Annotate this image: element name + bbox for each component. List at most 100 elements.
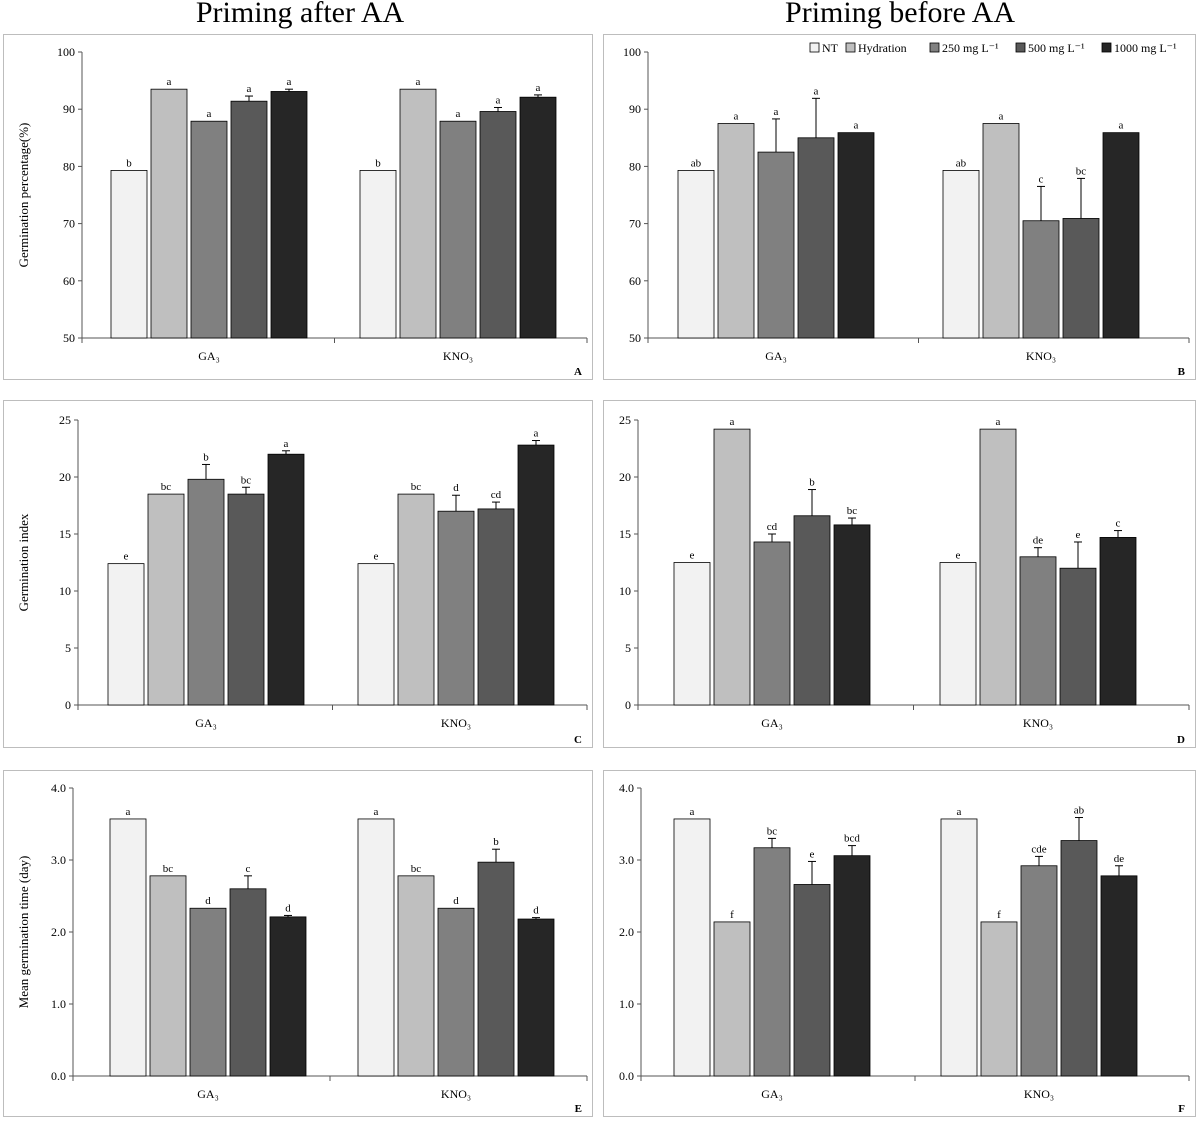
significance-letter: a	[287, 76, 292, 88]
significance-letter: cd	[767, 521, 778, 533]
y-tick-label: 1.0	[51, 997, 66, 1011]
bar	[1019, 556, 1057, 706]
significance-letter: f	[997, 909, 1001, 921]
bar	[793, 515, 831, 706]
significance-letter: bc	[241, 474, 252, 486]
significance-letter: de	[1114, 853, 1125, 865]
y-tick-label: 0	[625, 698, 631, 712]
significance-letter: cd	[491, 489, 502, 501]
significance-letter: b	[493, 836, 499, 848]
significance-letter: e	[956, 550, 961, 562]
significance-letter: bc	[411, 863, 422, 875]
significance-letter: a	[247, 83, 252, 95]
significance-letter: d	[205, 895, 211, 907]
bar	[833, 855, 871, 1077]
bar	[753, 847, 791, 1077]
y-tick-label: 1.0	[619, 997, 634, 1011]
bar	[149, 875, 187, 1077]
significance-letter: c	[1116, 518, 1121, 530]
y-tick-label: 50	[63, 331, 75, 345]
bar	[1060, 840, 1098, 1077]
bar	[1022, 220, 1060, 339]
significance-letter: bcd	[844, 833, 860, 845]
bar	[673, 818, 711, 1077]
bar	[359, 170, 397, 339]
significance-letter: a	[374, 806, 379, 818]
significance-letter: a	[730, 416, 735, 428]
significance-letter: a	[854, 120, 859, 132]
y-tick-label: 80	[629, 159, 641, 173]
panel-letter: C	[574, 734, 582, 746]
panel-letter: B	[1178, 366, 1186, 378]
x-category-label: KNO₃	[1023, 716, 1053, 730]
chart-e: 0.0 1.0 2.0 3.0 4.0 GA₃ KNO₃ Mean germination t…	[16, 781, 588, 1115]
y-tick-label: 20	[619, 470, 631, 484]
legend: NT Hydration 250 mg L⁻¹ 500 mg L⁻¹ 1000 mg L…	[809, 41, 1177, 55]
y-tick-label: 15	[59, 527, 71, 541]
bar	[837, 132, 875, 339]
bar	[437, 510, 475, 706]
bar	[189, 907, 227, 1077]
significance-letter: a	[496, 94, 501, 106]
x-category-label: GA₃	[197, 1087, 219, 1101]
significance-letter: cde	[1031, 843, 1046, 855]
chart-b: 50 60 70 80 90 100 GA₃ KNO₃ Bab ab a a a c a bc a a NT Hydr…	[623, 41, 1190, 378]
significance-letter: b	[809, 477, 815, 489]
legend-label: Hydration	[858, 41, 907, 55]
significance-letter: d	[533, 905, 539, 917]
x-category-label: KNO₃	[443, 349, 473, 363]
significance-letter: a	[774, 106, 779, 118]
bar	[717, 123, 755, 339]
bar	[757, 151, 795, 339]
chart-d: 0 5 10 15 20 25 GA₃ KNO₃ De e a a cd de b e bc c	[619, 413, 1190, 746]
significance-letter: a	[996, 416, 1001, 428]
significance-letter: a	[534, 428, 539, 440]
significance-letter: ab	[1074, 805, 1085, 817]
y-axis-label: Germination percentage(%)	[16, 123, 31, 268]
significance-letter: a	[734, 111, 739, 123]
bar	[713, 428, 751, 706]
y-tick-label: 5	[65, 641, 71, 655]
legend-label: NT	[822, 41, 839, 55]
x-category-label: GA₃	[765, 349, 787, 363]
significance-letter: a	[416, 76, 421, 88]
bar	[267, 453, 305, 706]
significance-letter: a	[284, 438, 289, 450]
legend-swatch	[809, 42, 820, 53]
bar	[517, 918, 555, 1077]
y-tick-label: 10	[619, 584, 631, 598]
bar	[477, 508, 515, 706]
bar	[939, 562, 977, 706]
bar	[479, 111, 517, 339]
y-tick-label: 70	[63, 217, 75, 231]
significance-letter: a	[536, 82, 541, 94]
significance-letter: bc	[767, 825, 778, 837]
bar	[980, 921, 1018, 1077]
y-axis-label: Mean germination time (day)	[16, 856, 31, 1009]
legend-label: 1000 mg L⁻¹	[1114, 41, 1177, 55]
legend-label: 250 mg L⁻¹	[942, 41, 999, 55]
bar	[797, 137, 835, 339]
significance-letter: d	[453, 895, 459, 907]
panel-a: 50 60 70 80 90 100 GA₃ KNO₃ Germination percenta…	[3, 34, 593, 380]
y-tick-label: 50	[629, 331, 641, 345]
significance-letter: b	[203, 451, 209, 463]
column-title-right: Priming before AA	[785, 0, 1015, 29]
y-axis-label: Germination index	[16, 513, 31, 611]
bar	[439, 120, 477, 339]
significance-letter: a	[1119, 120, 1124, 132]
bar	[150, 88, 188, 339]
bar	[107, 563, 145, 706]
significance-letter: b	[375, 157, 381, 169]
significance-letter: e	[810, 848, 815, 860]
bar	[229, 888, 267, 1077]
legend-swatch	[1015, 42, 1026, 53]
bar	[147, 493, 185, 706]
bar	[1100, 875, 1138, 1077]
bar	[269, 916, 307, 1077]
bar	[397, 875, 435, 1077]
y-tick-label: 0	[65, 698, 71, 712]
significance-letter: bc	[411, 481, 422, 493]
